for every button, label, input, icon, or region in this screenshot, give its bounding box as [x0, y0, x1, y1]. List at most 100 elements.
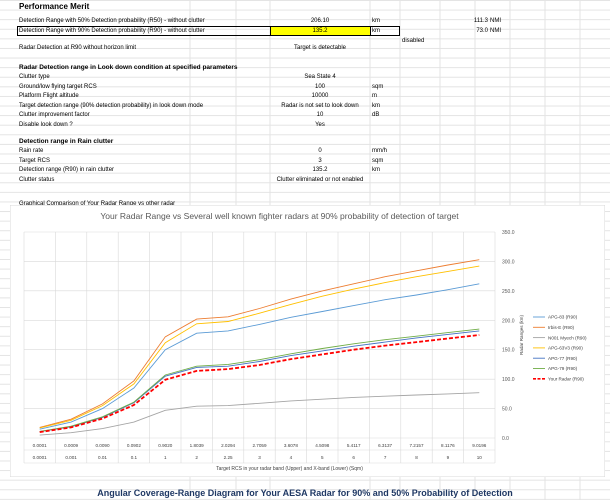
r90-nmi-unit: NMI — [490, 28, 501, 34]
x-lower-tick-label: 2 — [195, 455, 198, 460]
r90-highlight — [270, 26, 371, 36]
performance-title: Performance Merit — [19, 2, 90, 11]
series-line — [39, 259, 480, 428]
x-upper-tick-label: 4.5098 — [315, 443, 329, 448]
legend-label: APG-63V3 (R90) — [548, 346, 583, 351]
lookdown-value[interactable]: 10 — [316, 112, 324, 119]
lookdown-value[interactable]: Radar is not set to look down — [281, 102, 359, 109]
r50-value[interactable]: 206.10 — [310, 18, 330, 24]
legend-label: Irbis-E (R90) — [548, 325, 575, 330]
disabled-status: disabled — [402, 38, 425, 44]
rain-title: Detection range in Rain clutter — [19, 138, 114, 145]
r50-unit: km — [372, 18, 380, 24]
series-line — [39, 330, 480, 432]
r50-label: Detection Range with 50% Detection proba… — [19, 18, 205, 24]
lookdown-unit: km — [372, 102, 380, 109]
r50-nmi: 111.3 — [473, 18, 488, 24]
x-upper-tick-label: 0.0090 — [95, 443, 109, 448]
x-lower-tick-label: 5 — [321, 455, 324, 460]
y-tick-label: 250.0 — [502, 289, 515, 295]
series-line — [39, 334, 480, 433]
rain-unit: mm/h — [372, 148, 387, 154]
lookdown-label: Disable look down ? — [19, 122, 73, 128]
x-upper-tick-label: 3.6078 — [284, 443, 298, 448]
radar-comparison-chart: 0.0 50.0 100.0 150.0 200.0 250.0 300.0 350.0 0.0… — [10, 205, 605, 477]
lookdown-label: Clutter type — [19, 74, 50, 80]
r90-nmi: 73.0 — [476, 28, 488, 34]
series-line — [39, 265, 480, 429]
lookdown-label: Ground/low flying target RCS — [19, 83, 97, 90]
legend-label: APG-77 (R90) — [548, 356, 578, 361]
r90-row-border — [17, 26, 400, 36]
r90-label: Detection Range with 90% Detection proba… — [19, 28, 205, 34]
r50-nmi-unit: NMI — [490, 18, 501, 24]
x-upper-tick-label: 5.4117 — [347, 443, 361, 448]
x-upper-tick-label: 7.2157 — [409, 443, 423, 448]
x-upper-tick-label: 6.3137 — [378, 443, 392, 448]
y-tick-label: 300.0 — [502, 259, 515, 265]
x-lower-tick-label: 0.001 — [65, 455, 77, 460]
rain-unit: sqm — [372, 157, 384, 164]
x-lower-tick-label: 0.1 — [131, 455, 138, 460]
x-upper-tick-label: 8.1176 — [441, 443, 455, 448]
r90-unit: km — [372, 28, 380, 34]
y-axis-label: Radar Ranges (km) — [519, 314, 524, 355]
r90-value[interactable]: 135.2 — [312, 28, 328, 34]
rain-value[interactable]: 3 — [318, 157, 322, 164]
x-lower-tick-label: 0.01 — [98, 455, 107, 460]
lookdown-unit: m — [372, 93, 377, 100]
y-tick-label: 0.0 — [502, 436, 509, 442]
coverage-diagram-title: Angular Coverage-Range Diagram for Your … — [97, 488, 513, 498]
x-upper-tick-label: 0.9020 — [158, 443, 172, 448]
x-lower-tick-label: 8 — [415, 455, 418, 460]
x-axis-label: Target RCS in your radar band (Upper) an… — [216, 466, 363, 472]
rain-label: Clutter status — [19, 176, 55, 183]
series-line — [39, 392, 480, 436]
rain-label: Rain rate — [19, 148, 44, 154]
x-lower-tick-label: 0.0001 — [33, 455, 47, 460]
horizon-value: Target is detectable — [293, 45, 347, 51]
rain-label: Detection range (R90) in rain clutter — [19, 167, 115, 174]
series-line — [39, 283, 480, 430]
rain-value[interactable]: Clutter eliminated or not enabled — [276, 176, 364, 183]
lookdown-value[interactable]: 100 — [314, 83, 325, 90]
x-lower-tick-label: 1 — [164, 455, 167, 460]
rain-unit: km — [372, 167, 380, 174]
x-upper-tick-label: 0.0009 — [64, 443, 78, 448]
lookdown-label: Platform Flight altitude — [19, 93, 79, 100]
y-tick-label: 50.0 — [502, 407, 512, 413]
x-upper-tick-label: 2.0294 — [221, 443, 235, 448]
chart-title: Your Radar Range vs Several well known f… — [100, 211, 459, 221]
lookdown-value[interactable]: 10000 — [311, 93, 329, 100]
rain-label: Target RCS — [19, 157, 51, 164]
y-tick-label: 100.0 — [502, 377, 515, 383]
x-lower-tick-label: 9 — [447, 455, 450, 460]
chart-frame — [10, 205, 605, 477]
legend-label: N001 Myech (R90) — [548, 335, 587, 340]
lookdown-value[interactable]: Sea State 4 — [304, 74, 336, 80]
x-lower-tick-label: 6 — [352, 455, 355, 460]
lookdown-unit: dB — [372, 112, 380, 119]
lookdown-value[interactable]: Yes — [315, 122, 325, 128]
x-lower-tick-label: 4 — [290, 455, 293, 460]
lookdown-label: Clutter improvement factor — [19, 112, 90, 119]
x-lower-tick-label: 10 — [477, 455, 483, 460]
rain-value[interactable]: 0 — [318, 148, 322, 154]
x-upper-tick-label: 9.0196 — [472, 443, 486, 448]
rain-value[interactable]: 135.2 — [312, 167, 328, 174]
y-tick-label: 200.0 — [502, 318, 515, 324]
legend-label: APG-83 (R90) — [548, 315, 578, 320]
chart-caption: Graphical Comparison of Your Radar Range… — [19, 201, 176, 207]
legend-label: Your Radar (R90) — [548, 377, 584, 382]
y-tick-label: 150.0 — [502, 348, 515, 354]
x-upper-tick-label: 0.0001 — [33, 443, 47, 448]
lookdown-title: Radar Detection range in Look down condi… — [19, 64, 238, 71]
x-lower-tick-label: 3 — [258, 455, 261, 460]
x-lower-tick-label: 2.25 — [224, 455, 233, 460]
x-upper-tick-label: 0.0902 — [127, 443, 141, 448]
x-upper-tick-label: 1.8039 — [190, 443, 204, 448]
lookdown-unit: sqm — [372, 83, 384, 90]
lookdown-label: Target detection range (90% detection pr… — [19, 102, 204, 109]
horizon-label: Radar Detection at R90 without horizon l… — [19, 45, 137, 51]
x-lower-tick-label: 7 — [384, 455, 387, 460]
